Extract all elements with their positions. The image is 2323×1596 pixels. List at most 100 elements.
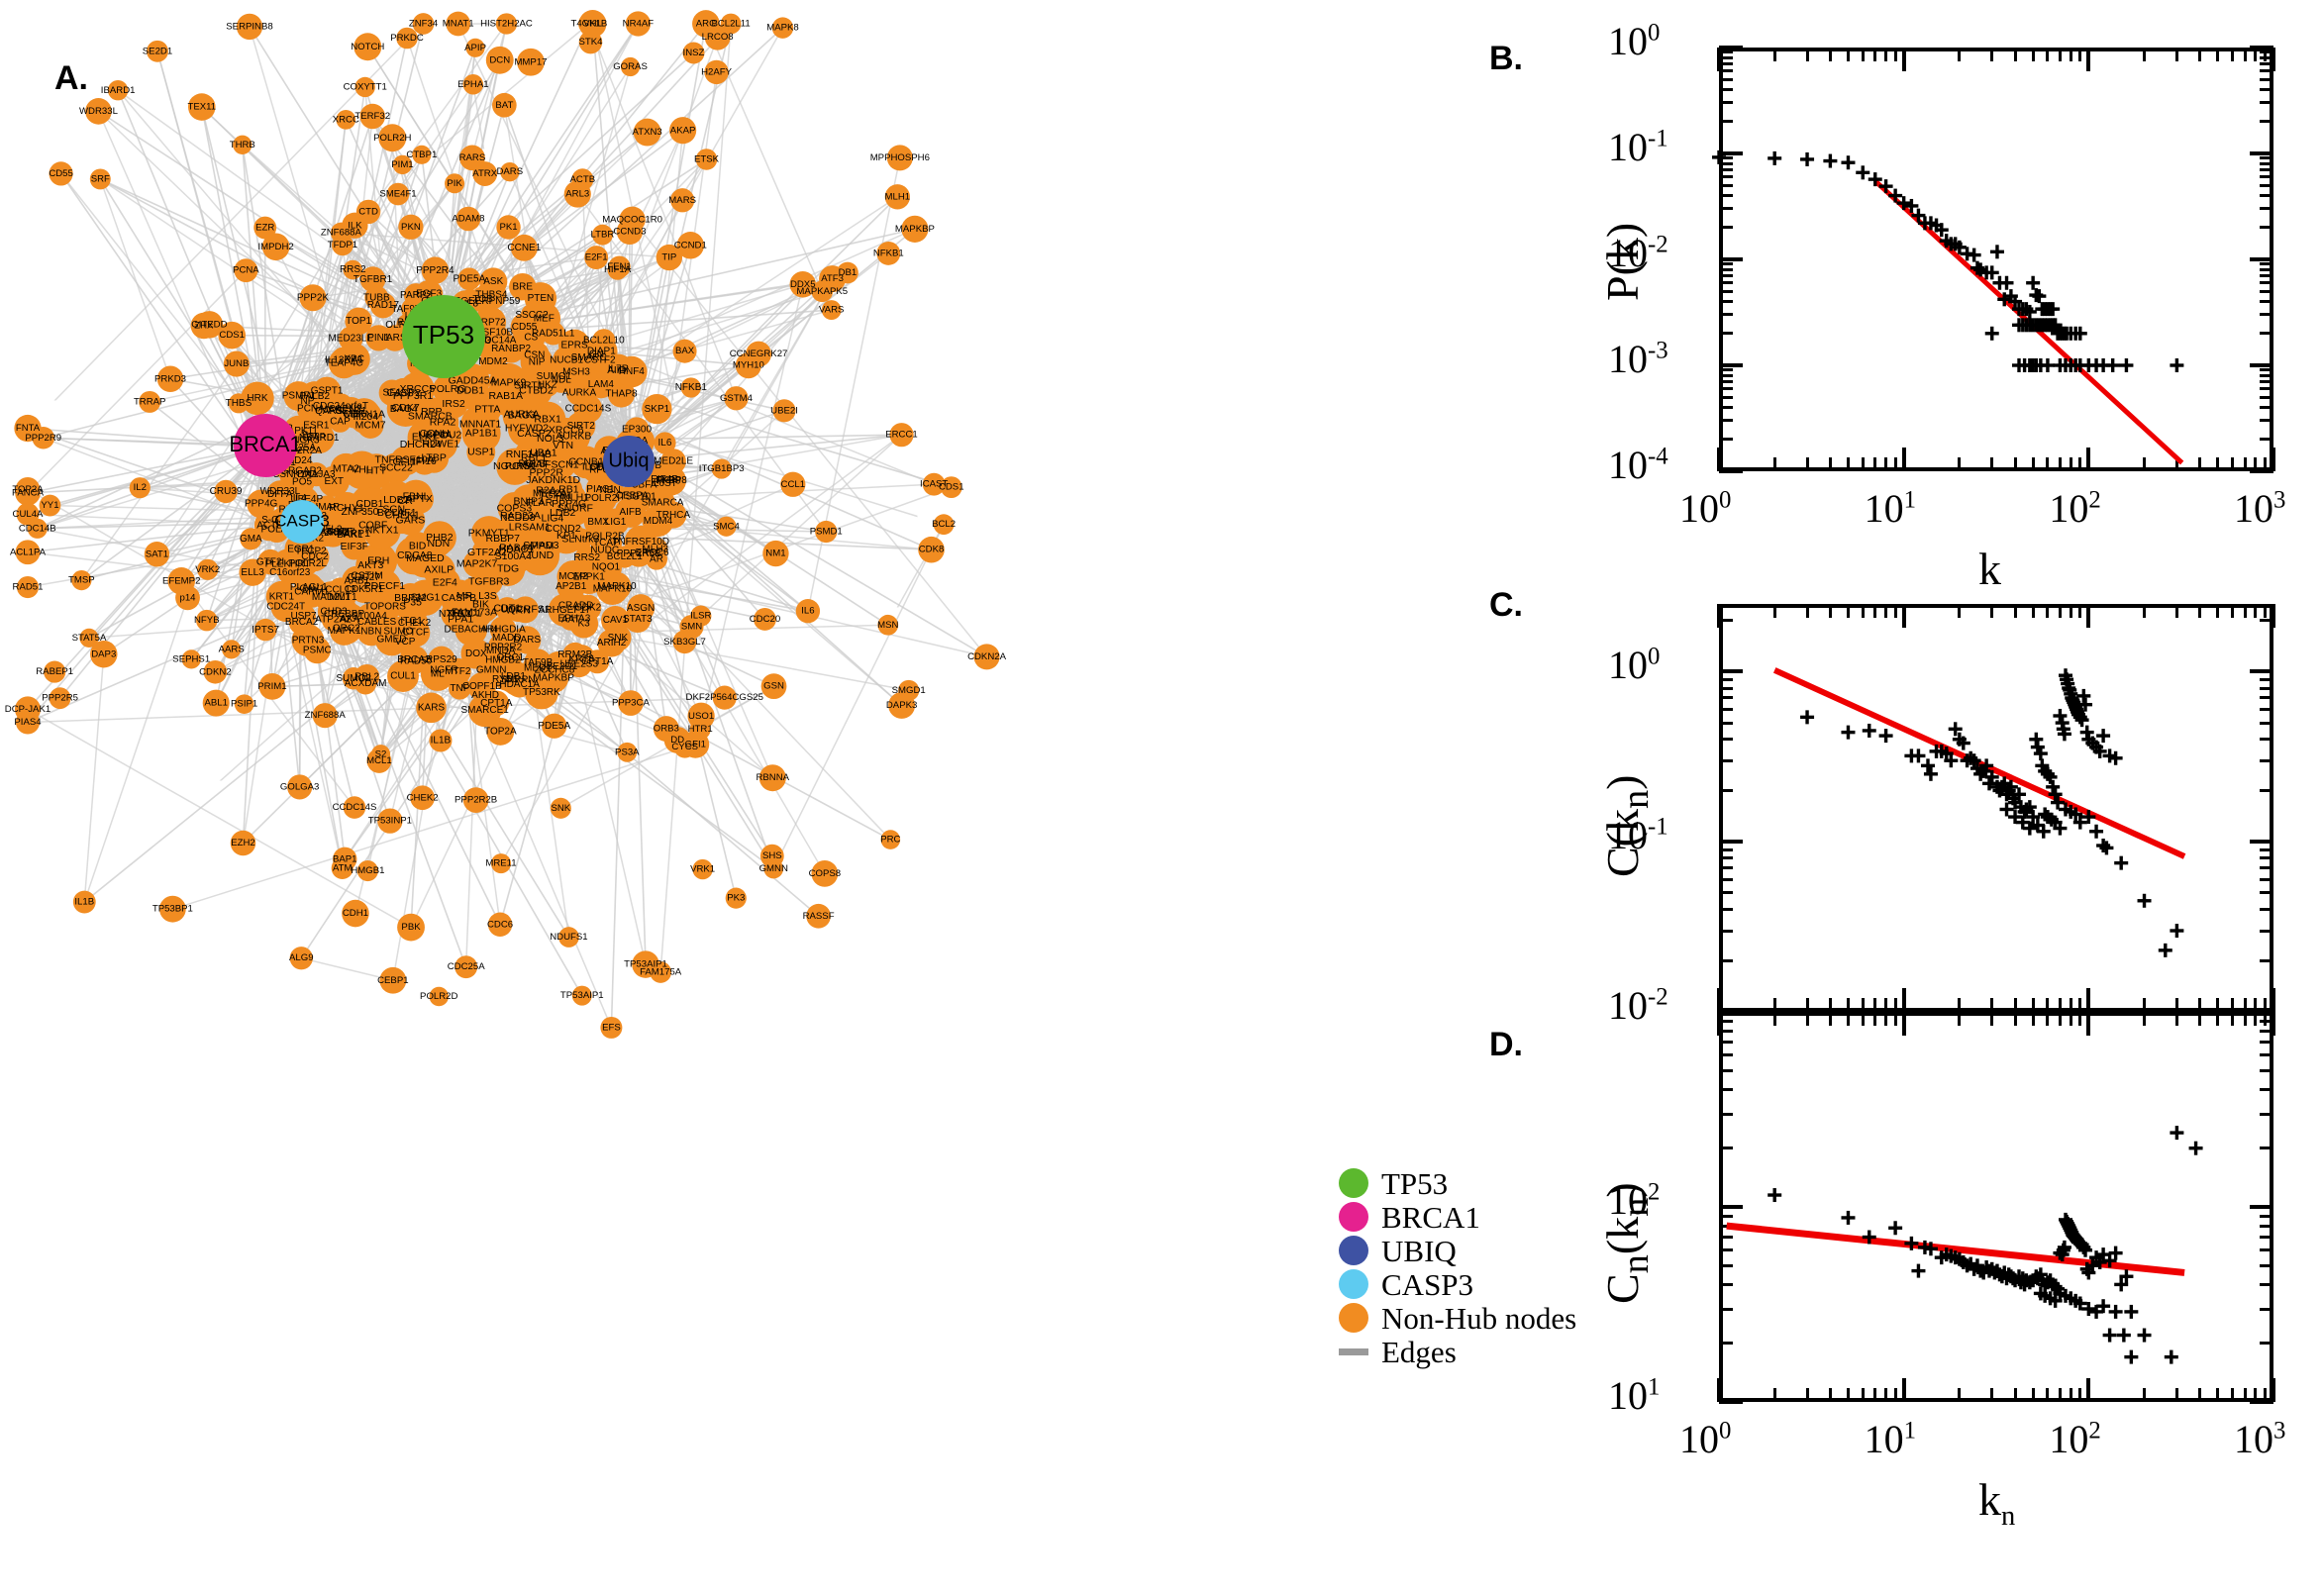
node-label: MARS <box>668 195 696 206</box>
node-label: AURKB <box>556 431 591 443</box>
node-label: HNF4 <box>619 366 646 377</box>
y-axis-tick <box>2260 396 2273 399</box>
node-label: CDH1 <box>343 908 368 919</box>
node-label: SME4F1 <box>379 189 416 200</box>
node-label: LIG4 <box>542 513 564 525</box>
panel-b-label: B. <box>1489 40 1523 78</box>
node-label: QARS <box>315 406 344 417</box>
y-axis-tick <box>1719 1147 1733 1149</box>
y-axis-tick <box>1719 368 1733 371</box>
node-label: VCP <box>395 637 416 648</box>
node-label: WDR33L <box>79 106 119 117</box>
node-label: MEF <box>534 314 555 325</box>
x-axis-tick <box>1873 1388 1876 1402</box>
node-label: CDC14B <box>19 523 56 534</box>
x-axis-tick <box>2143 604 2146 618</box>
node-label: PKMYT1 <box>468 528 510 540</box>
node-label: ALG9 <box>289 952 314 963</box>
y-axis-tick <box>2260 789 2273 792</box>
network-graph[interactable]: ARL3TAF9BBanpGMAALG9MAGEDCDC14ADHCR24TP5… <box>0 0 1465 1596</box>
legend-swatch-dot <box>1339 1168 1368 1198</box>
x-tick-label: 103 <box>2234 1416 2285 1462</box>
node-label: AURKA <box>562 387 597 398</box>
y-axis-tick <box>1719 722 1733 725</box>
node-label: RABEP1 <box>36 666 73 677</box>
node-label: AARS <box>219 644 245 654</box>
node-label: CASP2 <box>517 428 552 440</box>
node-label: TEX11 <box>187 102 216 113</box>
y-axis-tick <box>2260 226 2273 229</box>
x-axis-tick <box>2059 48 2062 61</box>
node-label: ATF3 <box>821 273 844 284</box>
node-label: PIAS1 <box>586 484 615 495</box>
node-label: PPP3R1 <box>393 390 433 402</box>
node-label: CDK2 <box>575 603 602 614</box>
node-label: PPP4G <box>245 499 278 510</box>
x-axis-tick <box>2046 48 2049 61</box>
node-label: LIG1 <box>605 517 627 528</box>
x-axis-tick <box>2175 1012 2178 1026</box>
legend-swatch-dot <box>1339 1269 1368 1299</box>
node-label: ARIH2 <box>597 638 627 648</box>
y-axis-tick <box>2260 1030 2273 1033</box>
node-label: POLR2H <box>373 133 411 144</box>
node-label: MAPKBP <box>895 224 935 235</box>
x-axis-tick <box>1717 604 1721 628</box>
node-label: TP53AIP1 <box>560 990 604 1001</box>
node-label: CCDC14S <box>565 404 612 415</box>
x-axis-tick <box>1902 1012 1906 1036</box>
y-axis-tick <box>1719 268 1733 271</box>
x-tick-label: 102 <box>2049 1416 2100 1462</box>
node-label: ELL3 <box>241 567 264 578</box>
y-axis-tick <box>2260 374 2273 377</box>
y-axis-tick <box>2260 1308 2273 1311</box>
y-axis-tick <box>2260 406 2273 409</box>
x-axis-tick <box>2078 1012 2081 1026</box>
y-axis-tick <box>2260 1225 2273 1228</box>
node-label: DDB1 <box>456 384 484 396</box>
y-axis-tick <box>1719 1069 1733 1072</box>
node-label: T4GK1B <box>570 19 607 30</box>
node-label: MPPHOSPH6 <box>870 152 930 163</box>
node-label: PSMD1 <box>810 527 843 538</box>
node-label: CDKN1A <box>343 408 385 420</box>
y-axis-tick <box>1719 1215 1733 1218</box>
x-axis-tick <box>1806 48 1809 61</box>
x-axis-tick <box>1806 1388 1809 1402</box>
legend-item-label: TP53 <box>1381 1168 1448 1199</box>
x-axis-tick <box>1894 1388 1897 1402</box>
node-label: MYH10 <box>733 360 764 371</box>
x-axis-tick <box>2175 1388 2178 1402</box>
node-label: BNIP3 <box>514 496 545 508</box>
x-axis-tick <box>1862 457 1865 471</box>
node-label: SIRT1 <box>514 380 544 392</box>
node-label: NR4AF <box>623 19 655 30</box>
y-axis-tick <box>2260 274 2273 277</box>
y-axis-tick <box>1719 78 1733 81</box>
y-axis-tick <box>2260 262 2273 265</box>
node-layer[interactable] <box>14 10 999 1039</box>
y-axis-tick <box>1719 1264 1733 1267</box>
y-axis-tick <box>2260 866 2273 869</box>
y-axis-tick <box>1719 856 1733 859</box>
node-label: CCNE1 <box>507 243 541 253</box>
y-tick-label: 10-1 <box>1608 124 1668 170</box>
y-axis-tick <box>1719 194 1733 197</box>
node-label: IL1B <box>431 736 452 747</box>
node-label: MAPKBP <box>533 672 574 683</box>
node-label: MSN <box>877 620 898 631</box>
y-axis-tick <box>1719 50 1733 53</box>
y-axis-tick <box>2260 848 2273 851</box>
y-axis-tick <box>1719 363 1743 367</box>
x-axis-tick <box>2046 604 2049 618</box>
x-axis-tick <box>2032 1388 2035 1402</box>
node-label: STAT5A <box>72 633 107 644</box>
y-axis-tick <box>2260 687 2273 690</box>
node-label: NFKB1 <box>873 248 904 258</box>
x-axis-tick <box>2014 1388 2017 1402</box>
x-axis-tick <box>2046 457 2049 471</box>
x-axis-tick <box>1990 457 1993 471</box>
node-label: ATXN3 <box>633 127 662 138</box>
node-label: IBARD1 <box>101 85 136 96</box>
node-label: ZHX <box>194 320 214 331</box>
